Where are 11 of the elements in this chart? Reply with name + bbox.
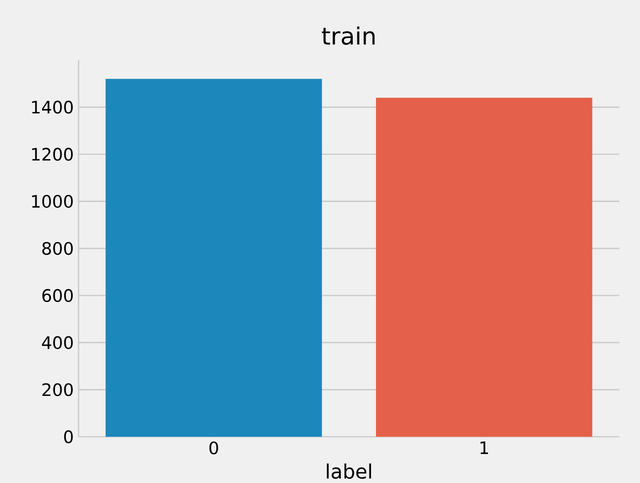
y-tick-label: 0	[64, 430, 73, 444]
y-tick-label: 200	[42, 383, 73, 396]
y-tick-label: 800	[42, 242, 73, 255]
y-tick-label: 1000	[32, 194, 73, 208]
x-axis-title: label	[326, 463, 372, 479]
chart-title: train	[322, 26, 375, 45]
y-tick-label: 1200	[32, 148, 73, 161]
y-tick-label: 600	[42, 288, 73, 302]
y-tick-label: 1400	[32, 100, 73, 114]
x-tick-label: 1	[480, 441, 488, 454]
y-tick-label: 400	[42, 336, 73, 349]
